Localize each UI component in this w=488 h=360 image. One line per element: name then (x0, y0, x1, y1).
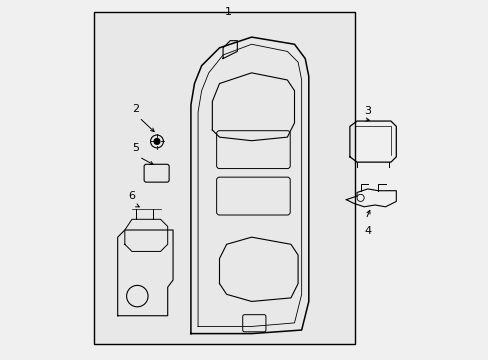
Circle shape (154, 139, 160, 144)
Text: 6: 6 (128, 192, 135, 202)
Text: 3: 3 (364, 106, 370, 116)
Bar (94, 12, 354, 344)
Text: 5: 5 (132, 143, 139, 153)
Text: 2: 2 (132, 104, 139, 114)
Text: 4: 4 (364, 226, 370, 237)
Text: 1: 1 (224, 7, 231, 17)
